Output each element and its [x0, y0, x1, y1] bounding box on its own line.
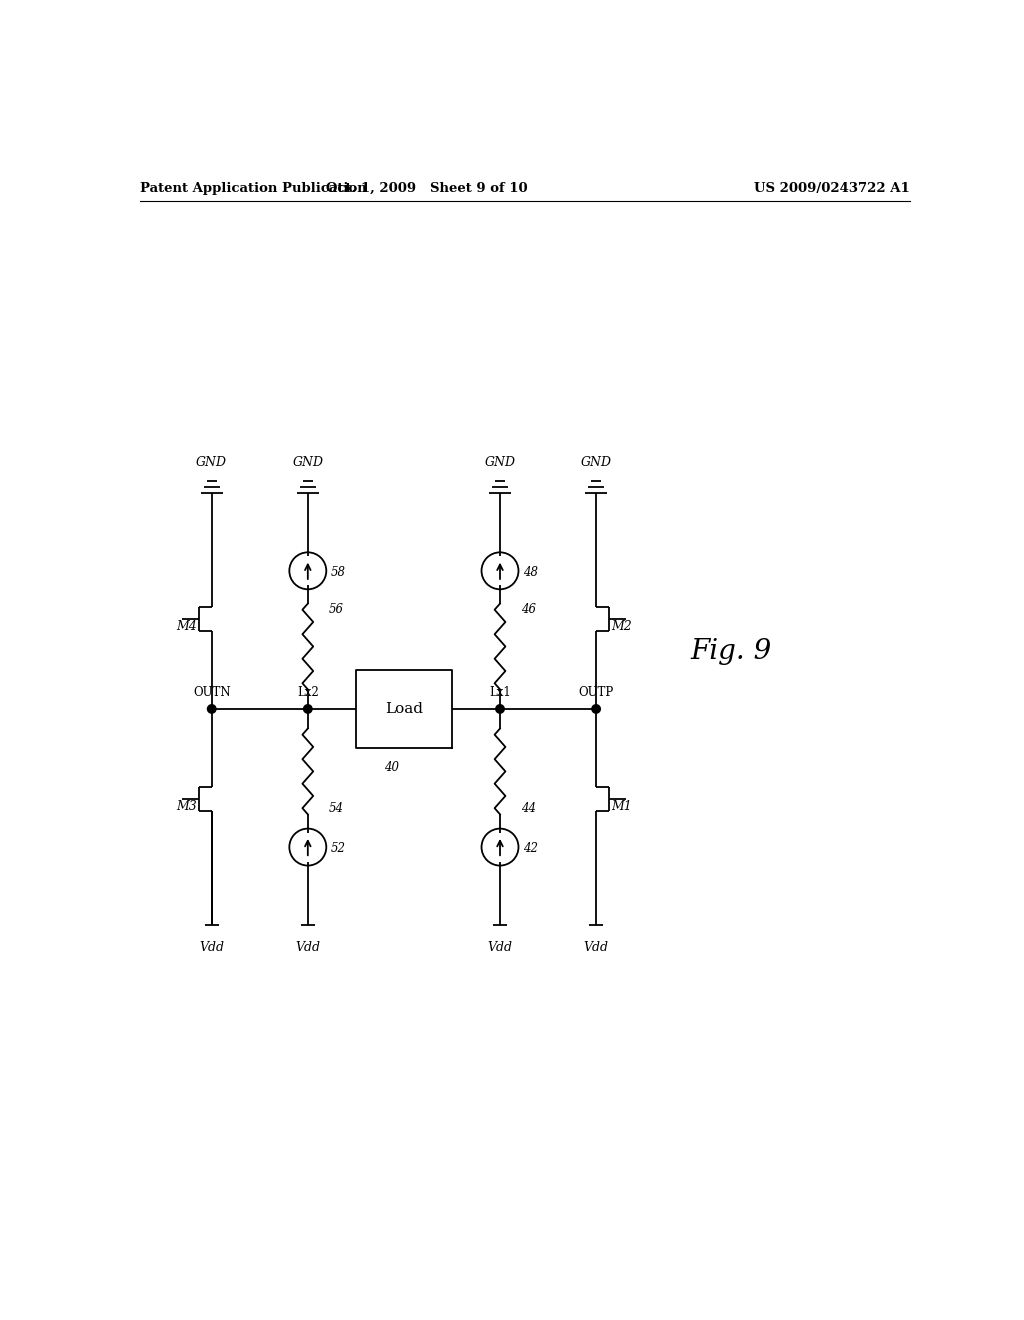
Text: OUTN: OUTN	[193, 685, 230, 698]
Text: Lx2: Lx2	[297, 685, 318, 698]
Text: 56: 56	[329, 603, 344, 616]
Text: Vdd: Vdd	[584, 941, 608, 954]
Text: GND: GND	[484, 457, 515, 469]
Text: 48: 48	[522, 565, 538, 578]
Text: Fig. 9: Fig. 9	[690, 638, 772, 665]
Circle shape	[496, 705, 504, 713]
Text: 46: 46	[521, 603, 537, 616]
Text: Load: Load	[385, 702, 423, 715]
Text: 54: 54	[329, 801, 344, 814]
Text: M2: M2	[611, 619, 632, 632]
Text: 44: 44	[521, 801, 537, 814]
Text: GND: GND	[581, 457, 611, 469]
Text: Patent Application Publication: Patent Application Publication	[140, 182, 367, 194]
Text: 40: 40	[384, 760, 399, 774]
Text: Oct. 1, 2009   Sheet 9 of 10: Oct. 1, 2009 Sheet 9 of 10	[327, 182, 527, 194]
Text: M3: M3	[176, 800, 197, 813]
Text: Lx1: Lx1	[489, 685, 511, 698]
Circle shape	[592, 705, 600, 713]
Text: GND: GND	[292, 457, 324, 469]
Text: 42: 42	[522, 842, 538, 855]
Text: GND: GND	[197, 457, 227, 469]
Circle shape	[303, 705, 312, 713]
Text: OUTP: OUTP	[579, 685, 613, 698]
Text: Vdd: Vdd	[487, 941, 512, 954]
Text: Vdd: Vdd	[295, 941, 321, 954]
Text: 52: 52	[331, 842, 345, 855]
Text: M1: M1	[611, 800, 632, 813]
Text: US 2009/0243722 A1: US 2009/0243722 A1	[754, 182, 909, 194]
Text: Vdd: Vdd	[200, 941, 224, 954]
Text: 58: 58	[331, 565, 345, 578]
Text: M4: M4	[176, 619, 197, 632]
Circle shape	[208, 705, 216, 713]
